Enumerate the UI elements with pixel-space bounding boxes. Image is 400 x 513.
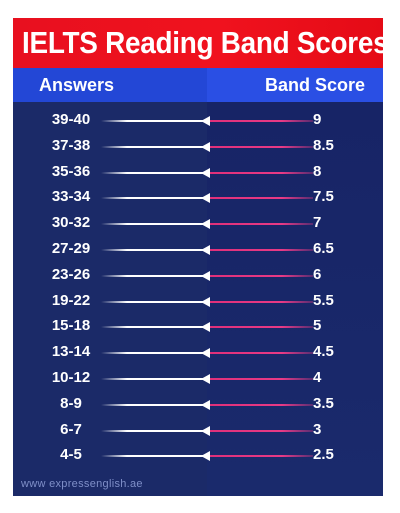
table-body-background — [13, 102, 383, 496]
answers-range: 35-36 — [51, 162, 91, 180]
table-row: 30-32 7 — [13, 211, 383, 237]
connector-line-right — [209, 197, 313, 200]
arrow-left-icon — [201, 116, 210, 126]
connector-line-right — [209, 378, 313, 380]
answers-range: 6-7 — [60, 420, 82, 438]
connector-line-right — [209, 274, 313, 277]
answers-range: 33-34 — [51, 188, 91, 206]
table-row: 4-5 2.5 — [13, 443, 383, 469]
connector-line-right — [209, 403, 313, 406]
connector-line-right — [209, 249, 313, 251]
band-score-value: 7 — [313, 214, 322, 232]
page-title: IELTS Reading Band Scores — [22, 25, 383, 60]
band-score-header: Band Score — [264, 74, 365, 95]
band-score-value: 5.5 — [313, 291, 334, 309]
band-score-header-cell: Band Score — [207, 68, 383, 102]
arrow-left-icon — [201, 374, 210, 384]
answers-range: 23-26 — [51, 265, 91, 283]
connector-line-right — [209, 352, 313, 355]
answers-range: 27-29 — [51, 240, 91, 257]
band-score-value: 5 — [313, 317, 322, 335]
table-row: 10-12 4 — [13, 366, 383, 392]
connector-line-right — [209, 300, 313, 303]
connector-line-left — [101, 403, 205, 406]
table-row: 23-26 6 — [13, 263, 383, 289]
table-row: 19-22 5.5 — [13, 289, 383, 315]
arrow-left-icon — [201, 322, 210, 333]
connector-line-left — [101, 197, 205, 200]
band-score-value: 4 — [313, 369, 322, 386]
table-row: 33-34 7.5 — [13, 185, 383, 211]
answers-range: 8-9 — [60, 394, 82, 412]
band-score-value: 6 — [313, 265, 322, 283]
answers-range: 13-14 — [51, 343, 91, 361]
answers-range: 39-40 — [51, 111, 91, 128]
connector-line-left — [101, 455, 205, 458]
table-row: 35-36 8 — [13, 160, 383, 186]
connector-line-left — [101, 223, 205, 226]
arrow-left-icon — [201, 245, 210, 255]
band-score-value: 7.5 — [313, 188, 334, 206]
arrow-left-icon — [201, 348, 210, 359]
answers-header-cell: Answers — [13, 68, 207, 102]
arrow-left-icon — [201, 219, 210, 230]
band-score-value: 2.5 — [313, 446, 334, 464]
band-score-value: 6.5 — [313, 240, 334, 257]
connector-line-left — [101, 145, 205, 148]
connector-line-left — [101, 429, 205, 432]
band-score-value: 4.5 — [313, 343, 334, 361]
answers-range: 19-22 — [51, 291, 91, 309]
title-bar: IELTS Reading Band Scores — [13, 18, 383, 68]
arrow-left-icon — [201, 193, 210, 204]
table-row: 8-9 3.5 — [13, 392, 383, 418]
connector-line-left — [101, 378, 205, 380]
band-score-value: 3.5 — [313, 394, 334, 412]
answers-range: 15-18 — [51, 317, 91, 335]
answers-range: 37-38 — [51, 136, 91, 154]
table-row: 13-14 4.5 — [13, 340, 383, 366]
table-row: 27-29 6.5 — [13, 237, 383, 263]
arrow-left-icon — [201, 141, 210, 152]
connector-line-right — [209, 120, 313, 122]
arrow-left-icon — [201, 451, 210, 462]
answers-range: 30-32 — [51, 214, 91, 232]
arrow-left-icon — [201, 399, 210, 410]
connector-line-left — [101, 274, 205, 277]
arrow-left-icon — [201, 296, 210, 307]
answers-header: Answers — [39, 74, 115, 95]
answers-range: 10-12 — [51, 369, 91, 386]
band-score-value: 8.5 — [313, 136, 334, 154]
band-score-card: IELTS Reading Band Scores Answers Band S… — [13, 18, 383, 496]
arrow-left-icon — [201, 270, 210, 281]
connector-line-right — [209, 455, 313, 458]
arrow-left-icon — [201, 425, 210, 436]
connector-line-right — [209, 429, 313, 432]
table-row: 6-7 3 — [13, 418, 383, 444]
connector-line-left — [101, 352, 205, 355]
connector-line-left — [101, 120, 205, 122]
band-score-value: 9 — [313, 111, 322, 128]
arrow-left-icon — [201, 167, 210, 178]
table-header: Answers Band Score — [13, 68, 383, 102]
band-score-value: 3 — [313, 420, 322, 438]
connector-line-left — [101, 300, 205, 303]
watermark: www expressenglish.ae — [21, 478, 143, 490]
answers-range: 4-5 — [60, 446, 82, 464]
connector-line-left — [101, 326, 205, 329]
band-score-value: 8 — [313, 162, 322, 180]
table-row: 37-38 8.5 — [13, 134, 383, 160]
table-row: 15-18 5 — [13, 314, 383, 340]
connector-line-right — [209, 223, 313, 226]
connector-line-right — [209, 171, 313, 174]
table-row: 39-40 9 — [13, 108, 383, 134]
connector-line-right — [209, 145, 313, 148]
connector-line-left — [101, 171, 205, 174]
connector-line-left — [101, 249, 205, 251]
connector-line-right — [209, 326, 313, 329]
